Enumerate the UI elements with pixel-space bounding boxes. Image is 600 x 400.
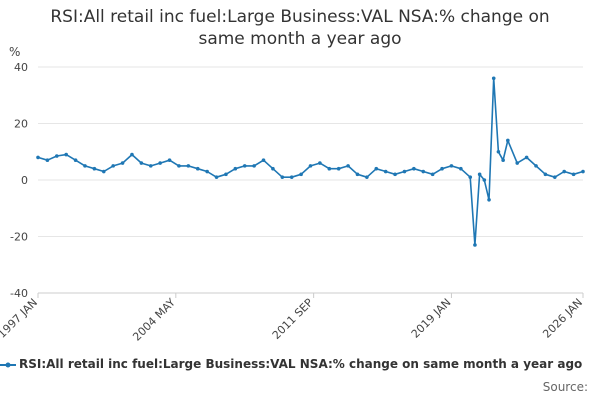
data-point <box>64 152 68 157</box>
data-point <box>139 161 144 165</box>
data-point <box>214 175 219 179</box>
data-point <box>468 175 473 179</box>
y-tick-label: 0 <box>21 174 28 187</box>
data-point <box>120 161 125 165</box>
y-tick-label: -20 <box>10 231 28 244</box>
data-point <box>92 166 97 171</box>
data-point <box>524 155 529 160</box>
data-point <box>383 169 388 174</box>
data-point <box>242 164 247 168</box>
legend-line-marker-icon <box>0 362 16 368</box>
data-point <box>177 164 181 168</box>
data-point <box>336 166 341 171</box>
data-point <box>54 154 59 158</box>
data-point <box>571 172 576 177</box>
data-point <box>374 166 379 171</box>
data-point <box>402 169 407 174</box>
legend-series-label: RSI:All retail inc fuel:Large Business:V… <box>19 357 583 371</box>
data-point <box>233 166 238 171</box>
data-point <box>346 164 350 168</box>
chart-title-line-1: RSI:All retail inc fuel:Large Business:V… <box>50 7 550 27</box>
chart-title: RSI:All retail inc fuel:Large Business:V… <box>0 6 600 50</box>
data-point <box>148 164 153 168</box>
data-point <box>167 158 172 163</box>
data-point <box>482 178 487 182</box>
x-tick-label: 2011 SEP <box>270 296 316 342</box>
data-point <box>271 166 275 171</box>
data-point <box>289 175 294 179</box>
data-point <box>327 166 332 171</box>
y-tick-label: 40 <box>14 61 28 74</box>
data-point <box>477 172 482 177</box>
data-point <box>562 169 567 174</box>
data-point <box>440 166 444 171</box>
data-point <box>491 76 496 81</box>
data-point <box>261 158 266 163</box>
data-point <box>73 158 78 163</box>
data-point <box>459 166 463 171</box>
data-point <box>83 164 87 168</box>
data-point <box>515 161 520 165</box>
y-tick-label: 20 <box>14 118 28 131</box>
data-point <box>543 172 548 177</box>
data-point <box>449 164 454 168</box>
series-line <box>37 77 584 246</box>
x-tick-label: 2004 MAY <box>130 296 178 344</box>
data-point <box>534 164 538 168</box>
data-point <box>581 169 585 174</box>
data-point <box>430 172 435 177</box>
y-axis-unit-label: % <box>9 45 21 59</box>
data-point <box>501 158 505 163</box>
data-point <box>355 172 360 177</box>
data-point <box>473 243 477 247</box>
data-point <box>506 138 510 143</box>
data-point <box>318 161 322 165</box>
data-point <box>421 169 426 174</box>
source-label: Source: <box>542 380 588 394</box>
data-point <box>365 175 369 179</box>
data-point <box>496 149 501 154</box>
data-point <box>101 169 106 174</box>
data-point <box>412 166 416 171</box>
data-point <box>393 172 397 177</box>
x-tick-label: 2019 JAN <box>409 296 454 341</box>
data-point <box>205 169 209 174</box>
data-point <box>45 158 50 163</box>
data-point <box>487 197 491 202</box>
data-point <box>553 175 557 179</box>
x-tick-label: 1997 JAN <box>0 296 40 341</box>
data-point <box>186 164 191 168</box>
data-point <box>252 164 256 168</box>
data-point <box>280 175 285 179</box>
data-point <box>308 164 313 168</box>
data-point <box>158 161 162 165</box>
data-point <box>111 164 115 168</box>
data-point <box>299 172 303 177</box>
data-point <box>224 172 228 177</box>
data-point <box>36 155 40 160</box>
chart-title-line-2: same month a year ago <box>198 29 402 49</box>
data-point <box>130 152 134 157</box>
x-tick-label: 2026 JAN <box>540 296 585 341</box>
y-tick-label: -40 <box>10 287 28 300</box>
data-point <box>195 166 200 171</box>
